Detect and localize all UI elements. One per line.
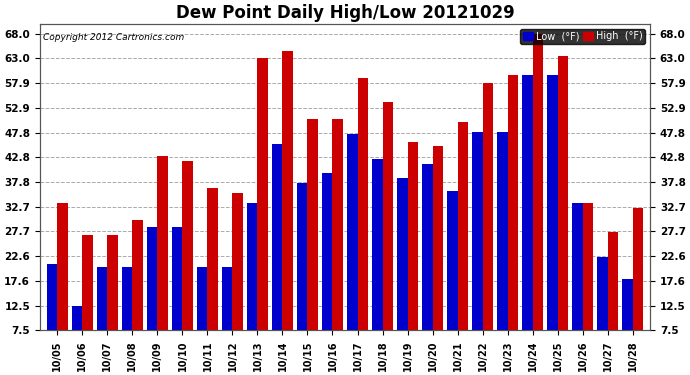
Bar (97, 267, 108, 330)
Bar (72, 306, 82, 330)
Bar (622, 279, 633, 330)
Bar (382, 102, 393, 330)
Bar (597, 257, 608, 330)
Bar (558, 56, 568, 330)
Bar (82, 235, 93, 330)
Bar (272, 144, 282, 330)
Bar (582, 203, 593, 330)
Bar (457, 122, 468, 330)
Bar (308, 119, 318, 330)
Title: Dew Point Daily High/Low 20121029: Dew Point Daily High/Low 20121029 (176, 4, 514, 22)
Bar (433, 146, 443, 330)
Bar (222, 267, 233, 330)
Bar (547, 75, 558, 330)
Bar (522, 75, 533, 330)
Bar (322, 173, 333, 330)
Bar (47, 264, 57, 330)
Bar (122, 267, 132, 330)
Bar (247, 203, 257, 330)
Bar (233, 193, 243, 330)
Bar (182, 161, 193, 330)
Bar (608, 232, 618, 330)
Legend: Low  (°F), High  (°F): Low (°F), High (°F) (520, 28, 645, 44)
Bar (372, 159, 382, 330)
Bar (197, 267, 208, 330)
Bar (397, 178, 408, 330)
Bar (533, 33, 543, 330)
Bar (633, 208, 643, 330)
Bar (422, 164, 433, 330)
Bar (447, 190, 457, 330)
Bar (147, 227, 157, 330)
Bar (408, 141, 418, 330)
Bar (497, 132, 508, 330)
Bar (347, 134, 357, 330)
Bar (282, 51, 293, 330)
Bar (257, 58, 268, 330)
Bar (508, 75, 518, 330)
Bar (108, 235, 118, 330)
Bar (157, 156, 168, 330)
Bar (572, 203, 582, 330)
Text: Copyright 2012 Cartronics.com: Copyright 2012 Cartronics.com (43, 33, 184, 42)
Bar (357, 78, 368, 330)
Bar (208, 188, 218, 330)
Bar (482, 82, 493, 330)
Bar (333, 119, 343, 330)
Bar (297, 183, 308, 330)
Bar (172, 227, 182, 330)
Bar (472, 132, 482, 330)
Bar (132, 220, 143, 330)
Bar (57, 203, 68, 330)
